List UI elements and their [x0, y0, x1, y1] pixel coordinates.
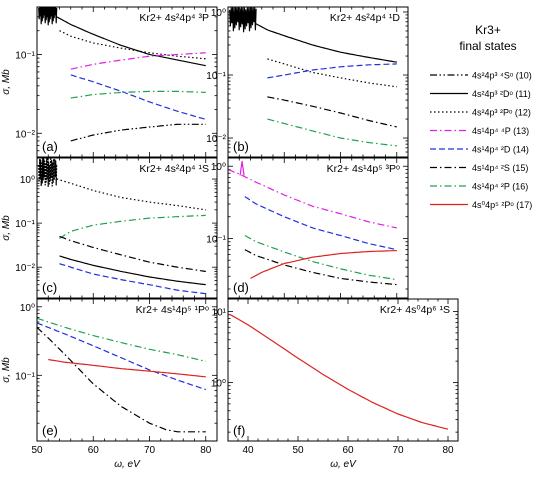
y-tick-label: 10⁰ [20, 175, 35, 186]
y-tick-label: 10⁻² [15, 263, 35, 274]
panel-title: Kr2+ 4s²4p⁴ ¹S [139, 163, 209, 175]
series-line-15 [267, 96, 397, 128]
panel-label: (e) [42, 423, 58, 438]
y-axis-label: σ, Mb [1, 357, 12, 383]
y-tick-label: 10⁰ [211, 379, 226, 390]
series-line-17 [250, 250, 397, 279]
y-tick-label: 10⁻¹ [15, 219, 35, 230]
x-tick-label: 80 [442, 445, 454, 456]
y-tick-label: 10⁻¹ [206, 71, 226, 82]
series-line-12 [59, 30, 206, 60]
series-line-14 [59, 263, 206, 295]
x-tick-label: 80 [200, 445, 212, 456]
series-line-13 [228, 168, 397, 229]
y-tick-label: 10⁰ [211, 8, 226, 19]
series-line-11 [255, 23, 397, 63]
series-line-15 [244, 249, 397, 286]
y-tick-label: 10⁻² [206, 134, 226, 145]
panel-title: Kr2+ 4s²4p⁴ ³P [139, 12, 209, 24]
y-tick-label: 10⁰ [20, 303, 35, 314]
panel-frame [227, 157, 409, 299]
x-axis-label: ω, eV [114, 459, 141, 470]
x-tick-label: 50 [292, 445, 304, 456]
resonance-spike-13 [239, 160, 245, 176]
series-line-16 [70, 90, 206, 99]
series-line-14 [37, 322, 206, 391]
series-line-17 [230, 314, 449, 430]
y-tick-label: 10⁻¹ [15, 50, 35, 61]
x-tick-label: 60 [88, 445, 100, 456]
y-axis-label: σ, Mb [1, 215, 12, 241]
panel-e: 10⁻¹ 10⁰ 50 60 70 80 Kr2+ 4s¹4p⁵ ¹Pᵒ (e) σ, Mb ω,… [1, 298, 218, 470]
panel-title: Kr2+ 4s¹4p⁵ ³Pᵒ [327, 163, 400, 175]
y-tick-label: 10¹ [212, 308, 227, 319]
series-line-13 [70, 52, 206, 70]
series-line-15 [37, 326, 206, 433]
legend-label-14: 4s¹4p⁴ ²D (14) [472, 145, 529, 155]
panel-title: Kr2+ 4s⁰4p⁶ ¹S [380, 304, 450, 316]
panel-label: (c) [42, 280, 57, 295]
panel-title: Kr2+ 4s²4p⁴ ¹D [330, 12, 401, 24]
x-tick-label: 60 [342, 445, 354, 456]
series-line-11 [56, 16, 206, 67]
panel-f: 10⁰ 10¹ 40 50 60 70 80 Kr2+ 4s⁰4p⁶ ¹S (f) ω, eV [211, 298, 459, 470]
series-line-16 [267, 118, 397, 147]
y-tick-label: 10⁻¹ [206, 234, 226, 245]
series-line-16 [37, 317, 206, 362]
resonance-region-12 [38, 158, 58, 188]
legend-subtitle: final states [459, 39, 516, 53]
legend-label-15: 4s¹4p⁴ ²S (15) [472, 163, 528, 173]
panel-a: 10⁻² 10⁻¹ Kr2+ 4s²4p⁴ ³P (a) σ, Mb [1, 6, 218, 158]
legend-label-16: 4s¹4p⁴ ²P (16) [472, 182, 528, 192]
x-tick-label: 40 [242, 445, 254, 456]
series-line-11 [59, 255, 206, 286]
legend-label-12: 4s²4p³ ²Pᵒ (12) [472, 108, 531, 118]
resonance-region-11 [38, 7, 58, 26]
series-line-17 [48, 358, 206, 378]
panel-title: Kr2+ 4s¹4p⁵ ¹Pᵒ [136, 304, 209, 316]
x-tick-label: 50 [31, 445, 43, 456]
panel-frame [36, 298, 218, 442]
panel-frame [36, 157, 218, 299]
panel-frame [36, 6, 218, 158]
resonance-region-11 [229, 7, 257, 33]
series-line-14 [244, 196, 397, 251]
y-axis-label: σ, Mb [1, 69, 12, 95]
panel-label: (a) [42, 139, 58, 154]
legend-label-11: 4s²4p³ ²Dᵒ (11) [472, 89, 531, 99]
legend: Kr3+ final states 4s²4p³ ⁴Sᵒ (10) 4s²4p³ … [430, 23, 532, 210]
series-line-14 [267, 63, 397, 79]
series-line-15 [59, 235, 206, 273]
panel-b: 10⁻² 10⁻¹ 10⁰ Kr2+ 4s²4p⁴ ¹D (b) [206, 6, 409, 158]
series-line-16 [59, 214, 206, 239]
y-tick-label: 10⁰ [211, 162, 226, 173]
panel-frame [227, 6, 409, 158]
series-line-12 [267, 58, 397, 88]
x-axis-label: ω, eV [330, 459, 357, 470]
series-line-10 [70, 123, 206, 142]
series-line-12 [56, 178, 206, 211]
legend-label-10: 4s²4p³ ⁴Sᵒ (10) [472, 71, 532, 81]
legend-title: Kr3+ [475, 23, 501, 37]
panel-label: (d) [233, 280, 249, 295]
series-line-16 [244, 234, 397, 281]
y-tick-label: 10⁻² [15, 129, 35, 140]
legend-label-17: 4s⁰4p⁵ ²Pᵒ (17) [472, 200, 532, 210]
series-line-14 [70, 74, 206, 120]
x-tick-label: 70 [144, 445, 156, 456]
panel-c: 10⁻² 10⁻¹ 10⁰ Kr2+ 4s²4p⁴ ¹S (c) σ, Mb [1, 157, 218, 299]
panel-frame [227, 298, 459, 442]
y-tick-label: 10⁻¹ [15, 371, 35, 382]
legend-label-13: 4s¹4p⁴ ⁴P (13) [472, 126, 529, 136]
x-tick-label: 70 [392, 445, 404, 456]
panel-label: (f) [233, 423, 245, 438]
panel-label: (b) [233, 139, 249, 154]
panel-d: 10⁻¹ 10⁰ Kr2+ 4s¹4p⁵ ³Pᵒ (d) [206, 157, 409, 299]
